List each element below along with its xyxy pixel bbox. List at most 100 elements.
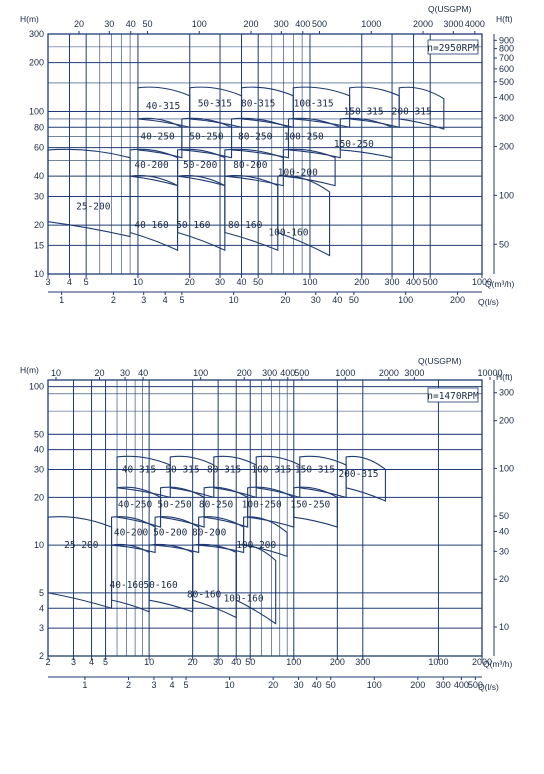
- zone-label: 40-250: [140, 132, 175, 143]
- zone-50-250: [160, 486, 205, 528]
- zone-label: 80-315: [207, 464, 241, 475]
- ft-tick-label: 50: [499, 239, 509, 249]
- ft-tick-label: 400: [499, 93, 514, 103]
- zone-label: 100-200: [236, 540, 276, 551]
- m3-tick-label: 200: [354, 277, 369, 287]
- h-tick-label: 40: [34, 171, 44, 181]
- ft-tick-label: 800: [499, 44, 514, 54]
- zone-40-160: [111, 543, 150, 613]
- usgpm-tick-label: 50: [142, 19, 152, 29]
- m3-tick-label: 10: [133, 277, 143, 287]
- zone-label: 100-160: [268, 228, 308, 239]
- m3-tick-label: 1000: [472, 277, 492, 287]
- zone-label: 100-315: [251, 464, 291, 475]
- h-tick-label: 50: [34, 429, 44, 439]
- q-top-label: Q(USGPM): [418, 356, 462, 366]
- rpm-label: n=1470RPM: [427, 391, 479, 402]
- zone-label: 80-250: [199, 500, 234, 511]
- ls-tick-label: 50: [349, 295, 359, 305]
- zone-100-200: [243, 516, 288, 558]
- ls-tick-label: 5: [184, 680, 189, 690]
- h-tick-label: 100: [29, 382, 44, 392]
- zone-label: 40-160: [110, 580, 145, 591]
- ls-tick-label: 50: [326, 680, 336, 690]
- ft-tick-label: 100: [499, 190, 514, 200]
- zone-50-200: [154, 516, 200, 554]
- q-ls-label: Q(l/s): [478, 297, 499, 307]
- ls-tick-label: 500: [468, 680, 483, 690]
- zone-label: 150-315: [344, 107, 384, 118]
- ft-tick-label: 600: [499, 64, 514, 74]
- ft-tick-label: 700: [499, 53, 514, 63]
- usgpm-tick-label: 300: [262, 368, 277, 378]
- zone-label: 80-200: [192, 528, 227, 539]
- zone-40-315: [137, 86, 191, 128]
- ft-tick-label: 900: [499, 35, 514, 45]
- h-tick-label: 20: [34, 220, 44, 230]
- ft-tick-label: 20: [499, 574, 509, 584]
- ls-tick-label: 3: [151, 680, 156, 690]
- zone-100-315: [255, 455, 301, 499]
- zone-label: 40-160: [134, 220, 169, 231]
- h-tick-label: 4: [39, 603, 44, 613]
- gridlines: [47, 31, 497, 295]
- ft-tick-label: 50: [499, 511, 509, 521]
- m3-tick-label: 20: [185, 277, 195, 287]
- zone-80-315: [240, 86, 294, 128]
- zone-80-250: [203, 486, 249, 528]
- zone-label: 50-315: [165, 464, 199, 475]
- zone-label: 50-250: [157, 500, 192, 511]
- ls-tick-label: 30: [294, 680, 304, 690]
- zone-25-200: [47, 516, 113, 610]
- zone-label: 40-315: [122, 464, 156, 475]
- zone-label: 40-315: [146, 101, 180, 112]
- zone-label: 50-315: [198, 99, 232, 110]
- ls-tick-label: 4: [170, 680, 175, 690]
- usgpm-tick-label: 40: [126, 19, 136, 29]
- m3-tick-label: 200: [330, 657, 345, 667]
- usgpm-tick-label: 1000: [335, 368, 355, 378]
- usgpm-tick-label: 4000: [465, 19, 485, 29]
- usgpm-tick-label: 100: [192, 19, 207, 29]
- ls-tick-label: 2: [111, 295, 116, 305]
- h-tick-label: 80: [34, 122, 44, 132]
- h-left-label: H(m): [20, 14, 39, 24]
- zone-label: 80-315: [241, 99, 275, 110]
- zone-200-315: [398, 86, 445, 130]
- m3-tick-label: 10: [144, 657, 154, 667]
- zone-label: 80-250: [238, 132, 273, 143]
- m3-tick-label: 50: [253, 277, 263, 287]
- zone-label: 50-160: [143, 580, 178, 591]
- h-right-label: H(ft): [496, 14, 513, 24]
- rpm-box: [427, 39, 479, 55]
- ls-tick-label: 100: [367, 680, 382, 690]
- ls-tick-label: 20: [268, 680, 278, 690]
- h-tick-label: 3: [39, 623, 44, 633]
- h-tick-label: 200: [29, 58, 44, 68]
- usgpm-tick-label: 30: [120, 368, 130, 378]
- q-m3-label: Q(m³/h): [483, 659, 512, 669]
- ls-tick-label: 200: [410, 680, 425, 690]
- zone-label: 50-160: [176, 220, 211, 231]
- usgpm-tick-label: 3000: [404, 368, 424, 378]
- usgpm-tick-label: 1000: [361, 19, 381, 29]
- zone-25-200: [47, 148, 131, 238]
- zone-100-200: [282, 148, 336, 187]
- m3-tick-label: 400: [406, 277, 421, 287]
- zone-100-315: [292, 86, 351, 128]
- zone-80-200: [198, 516, 245, 554]
- m3-tick-label: 1000: [428, 657, 448, 667]
- zone-label: 100-160: [224, 594, 264, 605]
- zone-40-315: [116, 455, 171, 499]
- h-tick-label: 30: [34, 464, 44, 474]
- zone-label: 100-315: [294, 99, 334, 110]
- usgpm-tick-label: 20: [95, 368, 105, 378]
- zone-label: 150-315: [295, 464, 335, 475]
- h-tick-label: 100: [29, 107, 44, 117]
- h-right-label: H(ft): [496, 372, 513, 382]
- zone-40-200: [111, 516, 156, 554]
- zone-label: 200-315: [392, 107, 432, 118]
- ls-tick-label: 10: [225, 680, 235, 690]
- m3-tick-label: 30: [213, 657, 223, 667]
